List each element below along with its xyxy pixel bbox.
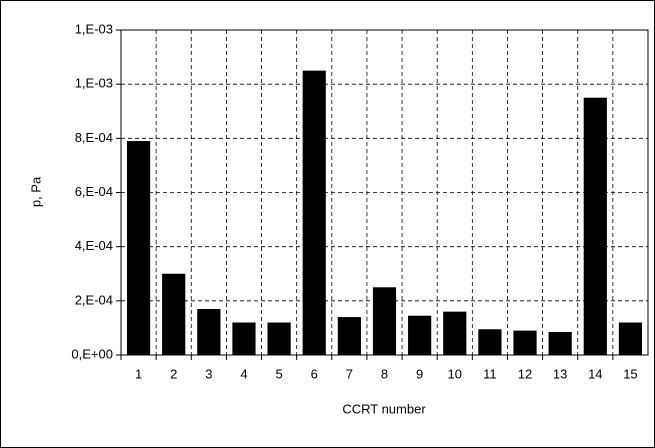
bar [126,141,151,355]
x-axis-label: CCRT number [342,401,426,416]
bar [337,317,361,355]
y-tick-label: 1,E-03 [75,76,113,91]
y-axis-label: p, Pa [28,176,43,207]
x-tick-label: 8 [381,366,388,381]
y-tick-label: 4,E-04 [75,238,113,253]
bar [408,315,432,355]
bar [618,322,643,355]
x-tick-label: 13 [553,366,567,381]
bar [232,322,256,355]
bar [548,331,572,355]
bar [372,287,397,355]
bar [302,70,326,355]
bar [443,311,467,355]
x-tick-label: 14 [588,366,602,381]
bar [513,330,537,355]
x-tick-label: 6 [311,366,318,381]
y-tick-label: 1,E-03 [75,21,113,36]
x-tick-label: 10 [448,366,462,381]
x-tick-label: 5 [275,366,282,381]
bar [267,322,291,355]
x-tick-label: 4 [240,366,247,381]
bar [583,97,607,355]
x-tick-label: 12 [518,366,532,381]
y-tick-label: 0,E+00 [71,346,113,361]
y-tick-label: 6,E-04 [75,184,113,199]
x-tick-label: 2 [170,366,177,381]
x-tick-label: 1 [135,366,142,381]
y-tick-label: 8,E-04 [75,130,113,145]
x-tick-label: 7 [346,366,353,381]
y-tick-label: 2,E-04 [75,292,113,307]
x-tick-label: 9 [416,366,423,381]
x-tick-label: 3 [205,366,212,381]
x-tick-label: 15 [623,366,637,381]
bar [478,329,502,355]
bar [162,273,186,355]
bar [197,308,221,355]
x-tick-label: 11 [483,366,497,381]
